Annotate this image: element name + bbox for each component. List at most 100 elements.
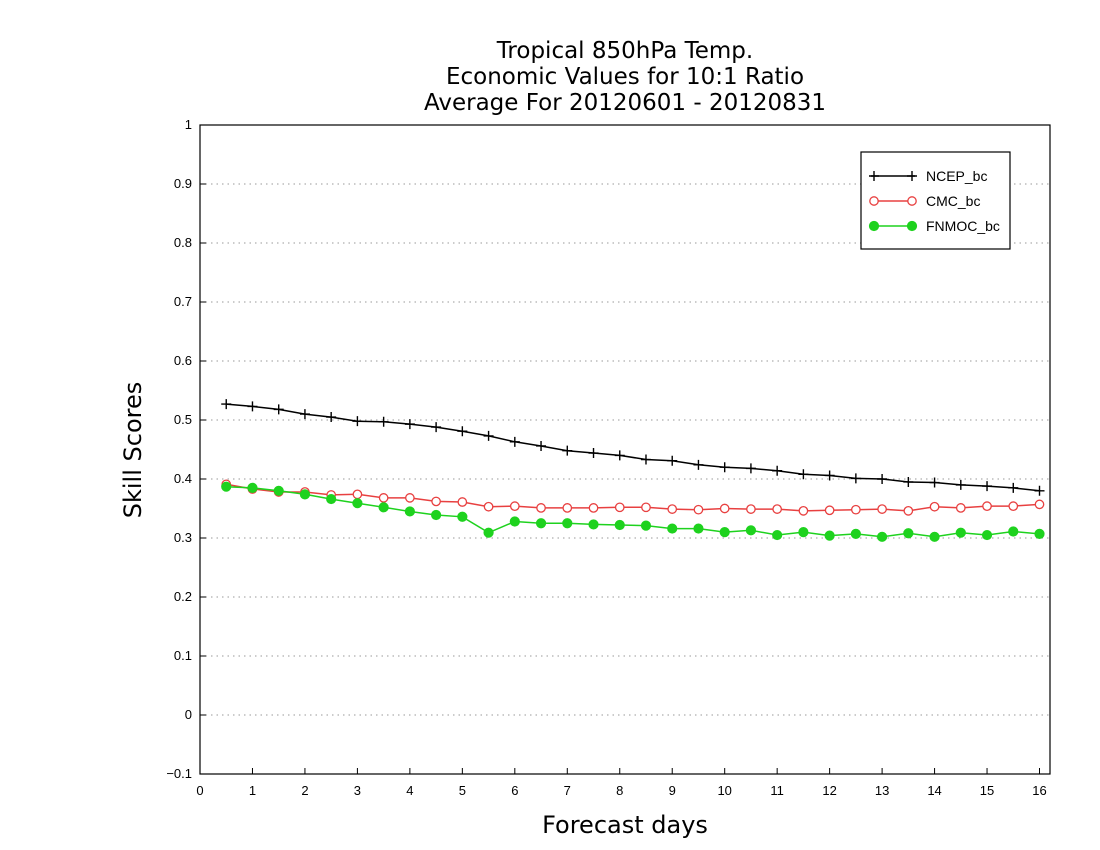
x-tick-label: 1	[249, 783, 256, 798]
legend-label-fnmoc-bc: FNMOC_bc	[926, 218, 1000, 234]
data-point-ncep-bc	[378, 416, 389, 427]
x-tick-label: 7	[564, 783, 571, 798]
data-point-fnmoc-bc	[903, 528, 914, 539]
data-point-cmc-bc	[719, 503, 730, 514]
data-point-cmc-bc	[667, 504, 678, 514]
data-point-cmc-bc	[798, 506, 809, 516]
x-tick-label: 15	[980, 783, 994, 798]
data-point-fnmoc-bc	[614, 519, 625, 531]
data-point-ncep-bc	[877, 474, 888, 484]
data-point-fnmoc-bc	[273, 485, 284, 496]
data-point-fnmoc-bc	[378, 502, 389, 513]
series-fnmoc-bc	[221, 481, 1045, 542]
data-point-ncep-bc	[929, 477, 940, 488]
legend-marker-cmc-bc	[907, 196, 917, 206]
legend-marker-ncep-bc	[907, 171, 917, 181]
data-point-ncep-bc	[955, 479, 966, 490]
data-point-ncep-bc	[404, 419, 415, 430]
data-point-ncep-bc	[719, 462, 730, 473]
data-point-fnmoc-bc	[483, 527, 494, 538]
x-tick-label: 10	[717, 783, 731, 798]
chart-title: Tropical 850hPa Temp. Economic Values fo…	[424, 38, 826, 116]
series-line-ncep-bc	[226, 403, 1040, 492]
chart-title-line-3: Average For 20120601 - 20120831	[424, 90, 826, 116]
data-point-ncep-bc	[667, 455, 678, 466]
x-tick-label: 4	[406, 783, 413, 798]
y-tick-label: 0.3	[174, 530, 192, 545]
data-point-cmc-bc	[1008, 501, 1019, 511]
data-point-fnmoc-bc	[509, 516, 520, 527]
data-point-cmc-bc	[614, 502, 625, 513]
legend-marker-fnmoc-bc	[906, 220, 918, 232]
data-point-fnmoc-bc	[929, 531, 940, 542]
y-tick-label: −0.1	[166, 766, 192, 781]
legend-label-ncep-bc: NCEP_bc	[926, 168, 987, 184]
data-point-fnmoc-bc	[404, 506, 415, 517]
data-point-ncep-bc	[903, 476, 914, 487]
series-line-cmc-bc	[226, 483, 1040, 512]
data-point-ncep-bc	[273, 404, 284, 415]
data-point-fnmoc-bc	[640, 520, 652, 531]
y-tick-label: 0.1	[174, 648, 192, 663]
data-point-ncep-bc	[798, 469, 809, 480]
data-point-fnmoc-bc	[693, 523, 704, 534]
x-tick-label: 8	[616, 783, 623, 798]
data-point-fnmoc-bc	[745, 525, 757, 536]
data-point-ncep-bc	[247, 401, 258, 412]
x-tick-label: 6	[511, 783, 518, 798]
data-point-ncep-bc	[614, 450, 625, 461]
data-point-fnmoc-bc	[876, 531, 888, 542]
data-point-fnmoc-bc	[955, 527, 966, 538]
data-point-ncep-bc	[299, 409, 310, 420]
data-point-ncep-bc	[640, 454, 651, 465]
data-point-ncep-bc	[745, 463, 756, 474]
data-point-cmc-bc	[352, 489, 363, 500]
chart-title-line-2: Economic Values for 10:1 Ratio	[446, 64, 804, 90]
data-point-ncep-bc	[326, 412, 337, 423]
data-point-cmc-bc	[1034, 499, 1045, 510]
x-axis-label: Forecast days	[542, 811, 708, 839]
data-point-cmc-bc	[431, 496, 441, 507]
legend-marker-cmc-bc	[869, 196, 879, 206]
data-point-cmc-bc	[562, 503, 573, 513]
data-point-fnmoc-bc	[981, 529, 993, 541]
x-tick-label: 16	[1032, 783, 1046, 798]
data-point-fnmoc-bc	[299, 489, 311, 500]
data-point-ncep-bc	[824, 470, 835, 481]
data-point-fnmoc-bc	[352, 498, 363, 509]
data-point-ncep-bc	[588, 448, 599, 459]
data-point-cmc-bc	[457, 497, 468, 507]
axis-ticks: −0.100.10.20.30.40.50.60.70.80.910 1 2 3 4 5 6…	[166, 117, 1046, 798]
data-point-fnmoc-bc	[326, 493, 337, 505]
data-point-fnmoc-bc	[824, 530, 835, 541]
data-point-ncep-bc	[221, 399, 232, 410]
x-tick-label: 14	[927, 783, 941, 798]
data-point-ncep-bc	[1008, 482, 1019, 493]
data-point-fnmoc-bc	[1008, 526, 1019, 537]
x-tick-label: 5	[459, 783, 466, 798]
data-point-fnmoc-bc	[562, 518, 573, 529]
x-tick-label: 13	[875, 783, 889, 798]
data-point-ncep-bc	[483, 430, 494, 441]
series-ncep-bc	[221, 399, 1045, 496]
data-point-cmc-bc	[824, 505, 835, 516]
data-point-cmc-bc	[982, 501, 992, 511]
series-cmc-bc	[221, 479, 1045, 516]
data-point-fnmoc-bc	[588, 519, 599, 530]
data-point-fnmoc-bc	[1034, 528, 1045, 539]
plot-series	[221, 399, 1045, 542]
data-point-fnmoc-bc	[457, 511, 468, 522]
data-point-fnmoc-bc	[798, 527, 809, 538]
plot-frame	[199, 124, 1051, 775]
legend-marker-fnmoc-bc	[868, 220, 880, 232]
y-tick-label: 0.5	[174, 412, 192, 427]
data-point-ncep-bc	[693, 459, 704, 470]
y-tick-label: 0	[185, 707, 192, 722]
x-tick-label: 3	[354, 783, 361, 798]
x-tick-label: 9	[669, 783, 676, 798]
data-point-cmc-bc	[693, 504, 704, 515]
data-point-cmc-bc	[903, 506, 914, 516]
y-tick-label: 0.4	[174, 471, 192, 486]
data-point-fnmoc-bc	[535, 518, 547, 529]
